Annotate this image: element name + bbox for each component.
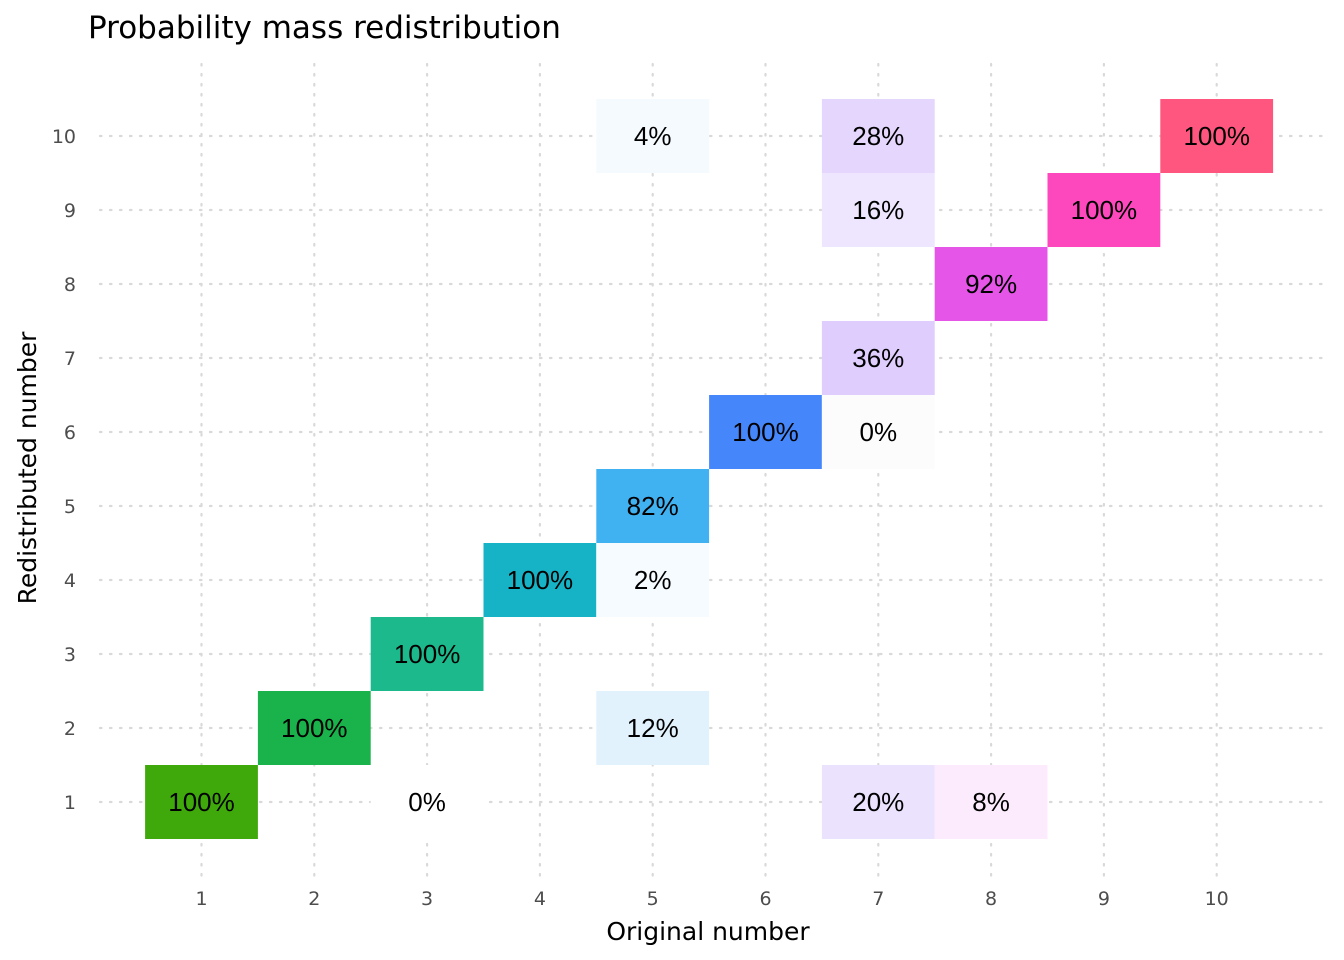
heatmap-cell — [596, 691, 710, 765]
cell-value-label: 100% — [507, 565, 574, 595]
x-tick-label: 2 — [308, 888, 320, 910]
heatmap-cell — [1160, 99, 1274, 173]
y-tick-label: 6 — [64, 422, 76, 444]
y-tick-label: 2 — [64, 718, 76, 740]
cell-value-label: 100% — [394, 639, 461, 669]
heatmap-cell — [370, 617, 484, 691]
x-tick-label: 5 — [647, 888, 659, 910]
y-tick-label: 7 — [64, 348, 76, 370]
x-tick-label: 10 — [1205, 888, 1229, 910]
heatmap-cell — [596, 99, 710, 173]
cell-value-label: 100% — [281, 713, 348, 743]
y-tick-label: 1 — [64, 792, 76, 814]
x-tick-label: 6 — [759, 888, 771, 910]
heatmap-cell — [257, 691, 371, 765]
y-tick-label: 8 — [64, 274, 76, 296]
cell-value-label: 0% — [860, 417, 898, 447]
heatmap-cell — [821, 99, 935, 173]
heatmap-cell — [934, 765, 1048, 839]
y-tick-label: 4 — [64, 570, 76, 592]
cell-value-label: 20% — [852, 787, 904, 817]
x-tick-label: 3 — [421, 888, 433, 910]
cell-labels: 100% 100% 0% 100% 100% 12% 2% 82% 4% 100% 20% 0% 36%… — [168, 121, 1250, 817]
x-tick-label: 1 — [195, 888, 207, 910]
heatmap-cell — [1047, 173, 1161, 247]
y-axis-title: Redistributed number — [13, 331, 42, 605]
heatmap-cell — [821, 395, 935, 469]
cell-value-label: 8% — [972, 787, 1010, 817]
cell-value-label: 36% — [852, 343, 904, 373]
cell-value-label: 0% — [408, 787, 446, 817]
x-tick-label: 4 — [534, 888, 546, 910]
cell-value-label: 92% — [965, 269, 1017, 299]
heatmap-cells — [145, 99, 1274, 839]
cell-value-label: 12% — [627, 713, 679, 743]
heatmap-cell — [145, 765, 258, 839]
cell-value-label: 100% — [168, 787, 235, 817]
cell-value-label: 28% — [852, 121, 904, 151]
x-axis-title: Original number — [606, 917, 810, 946]
cell-value-label: 4% — [634, 121, 672, 151]
cell-value-label: 100% — [1071, 195, 1138, 225]
cell-value-label: 82% — [627, 491, 679, 521]
heatmap-cell — [596, 469, 710, 543]
grid-lines — [98, 62, 1328, 878]
cell-value-label: 16% — [852, 195, 904, 225]
cell-value-label: 100% — [1183, 121, 1250, 151]
heatmap-cell — [709, 395, 822, 469]
heatmap-cell — [821, 321, 935, 395]
x-axis-ticks: 1 2 3 4 5 6 7 8 9 10 — [195, 888, 1228, 910]
y-tick-label: 3 — [64, 644, 76, 666]
y-tick-label: 5 — [64, 496, 76, 518]
cell-value-label: 100% — [732, 417, 799, 447]
x-tick-label: 9 — [1098, 888, 1110, 910]
heatmap-cell — [370, 765, 484, 839]
y-tick-label: 10 — [52, 126, 76, 148]
chart-title: Probability mass redistribution — [88, 10, 561, 46]
cell-value-label: 2% — [634, 565, 672, 595]
y-tick-label: 9 — [64, 200, 76, 222]
heatmap-cell — [821, 765, 935, 839]
x-tick-label: 7 — [872, 888, 884, 910]
heatmap-cell — [934, 247, 1048, 321]
heatmap-cell — [821, 173, 935, 247]
heatmap-cell — [596, 543, 710, 617]
x-tick-label: 8 — [985, 888, 997, 910]
y-axis-ticks: 1 2 3 4 5 6 7 8 9 10 — [52, 126, 76, 814]
heatmap-cell — [483, 543, 597, 617]
